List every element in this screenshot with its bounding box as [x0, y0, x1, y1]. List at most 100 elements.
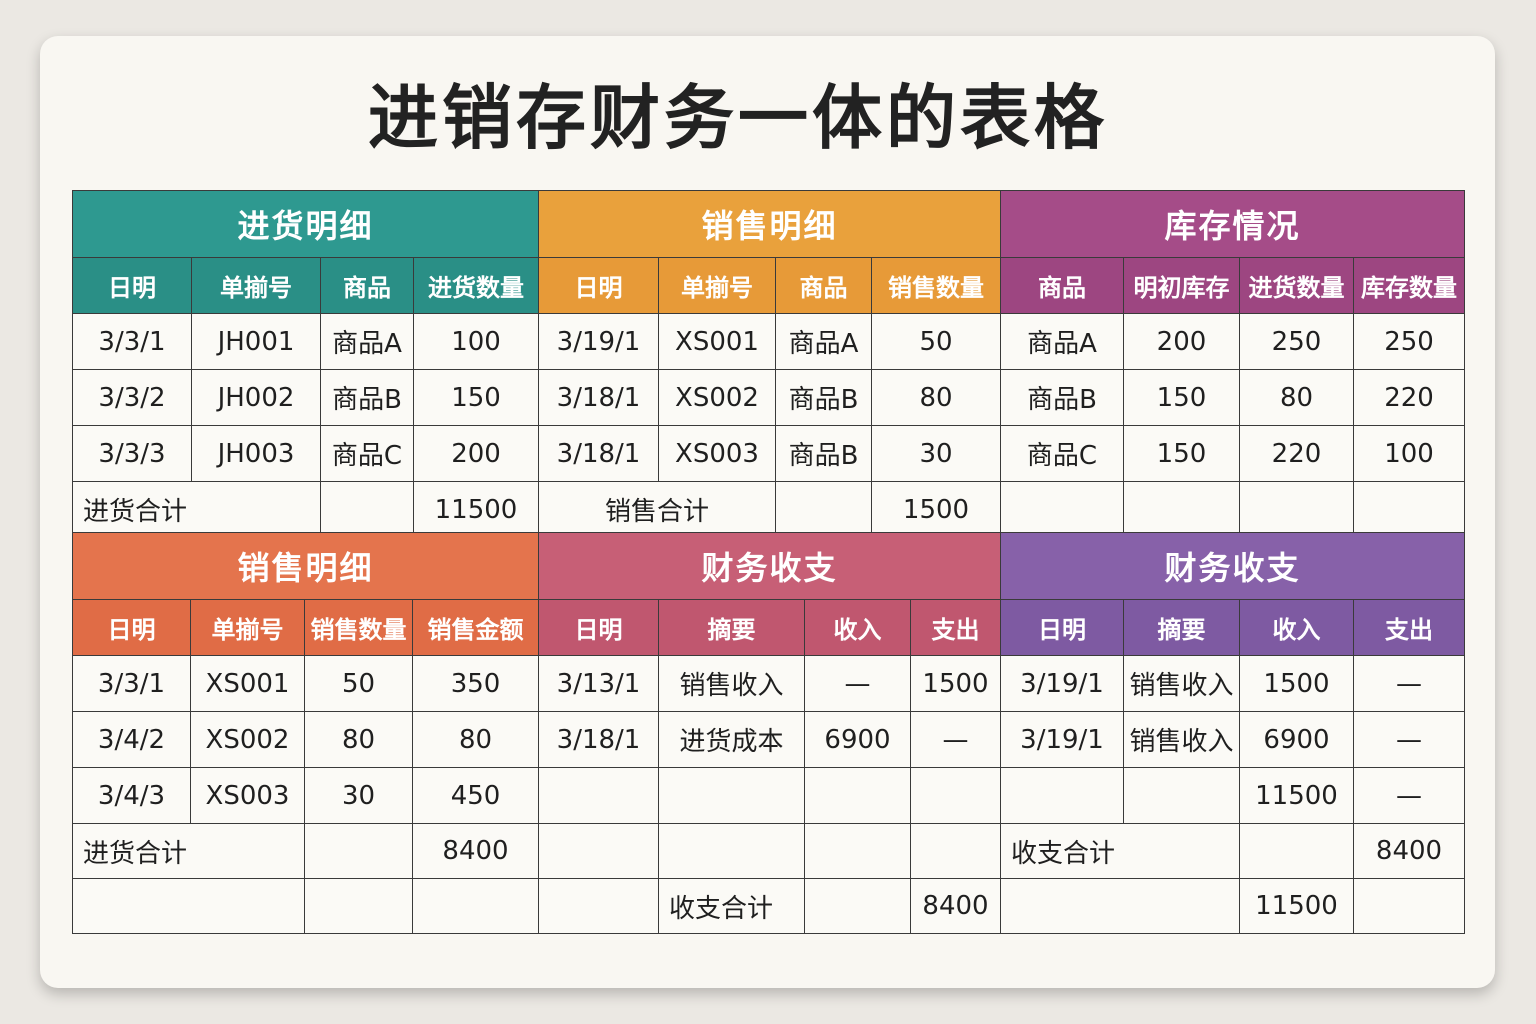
table-row: 3/3/1 XS001 50 350 [72, 655, 540, 712]
cell [1123, 481, 1240, 538]
cell: JH001 [191, 313, 321, 370]
cell: 1500 [909, 655, 1002, 712]
sales2-header-date: 日明 [72, 599, 191, 656]
cell: — [804, 655, 911, 712]
cell: 1500 [1239, 655, 1354, 712]
sales2-table: 销售明细 日明 单揃号 销售数量 销售金额 3/3/1 XS001 50 350… [71, 532, 540, 934]
finance1-header-date: 日明 [538, 599, 659, 656]
cell [538, 823, 659, 879]
cell [804, 823, 911, 879]
finance1-header-summary: 摘要 [658, 599, 805, 656]
table-row: 商品C 150 220 100 [1000, 425, 1466, 482]
cell: 220 [1352, 369, 1466, 426]
cell [909, 767, 1002, 824]
finance2-title: 财务收支 [999, 532, 1466, 600]
cell: 3/18/1 [538, 425, 659, 482]
cell: 450 [411, 767, 540, 824]
finance2-table: 财务收支 日明 摘要 收入 支出 3/19/1 销售收入 1500 — 3/19… [999, 532, 1466, 934]
cell: 150 [1123, 369, 1240, 426]
cell: 80 [411, 711, 540, 768]
cell: 3/3/1 [72, 655, 191, 712]
table-row: 11500 [1000, 878, 1466, 934]
cell: 商品C [320, 425, 414, 482]
cell: 150 [412, 369, 540, 426]
table-row: 3/3/2 JH002 商品B 150 [72, 369, 540, 426]
cell: 80 [1239, 369, 1354, 426]
purchase-total-label: 进货合计 [72, 481, 321, 538]
cell: — [909, 711, 1002, 768]
cell [1000, 767, 1124, 824]
cell [804, 878, 911, 934]
cell [1239, 823, 1354, 879]
cell: 3/4/2 [72, 711, 191, 768]
cell: 商品C [1000, 425, 1124, 482]
table-row: 3/4/2 XS002 80 80 [72, 711, 540, 768]
table-row: 3/19/1 XS001 商品A 50 [538, 313, 1002, 370]
cell: 3/3/2 [72, 369, 192, 426]
cell [658, 767, 805, 824]
finance2-header-expense: 支出 [1352, 599, 1466, 656]
purchase-header-doc: 单揃号 [191, 257, 321, 314]
purchase-header-product: 商品 [320, 257, 414, 314]
table-row: 3/18/1 进货成本 6900 — [538, 711, 1002, 768]
cell [538, 878, 659, 934]
cell: 6900 [804, 711, 911, 768]
finance1-table: 财务收支 日明 摘要 收入 支出 3/13/1 销售收入 — 1500 3/18… [537, 532, 1002, 934]
cell [775, 481, 872, 538]
cell: 3/4/3 [72, 767, 191, 824]
inventory-header-stock: 库存数量 [1352, 257, 1466, 314]
cell: 80 [304, 711, 413, 768]
inventory-header-opening: 明初库存 [1123, 257, 1240, 314]
cell [1352, 878, 1466, 934]
sales-title: 销售明细 [537, 190, 1002, 258]
sales2-header-doc: 单揃号 [190, 599, 305, 656]
cell [538, 767, 659, 824]
finance2-total-value: 8400 [1352, 823, 1466, 879]
cell [304, 878, 413, 934]
cell: 150 [1123, 425, 1240, 482]
table-row: 3/18/1 XS002 商品B 80 [538, 369, 1002, 426]
cell [304, 823, 413, 879]
finance2-header-date: 日明 [1000, 599, 1124, 656]
cell: 6900 [1239, 711, 1354, 768]
cell: 350 [411, 655, 540, 712]
purchase-table: 进货明细 日明 单揃号 商品 进货数量 3/3/1 JH001 商品A 100 … [71, 190, 540, 538]
cell: 100 [1352, 425, 1466, 482]
cell [909, 823, 1002, 879]
cell: XS001 [658, 313, 776, 370]
cell: 100 [412, 313, 540, 370]
table-row: 3/19/1 销售收入 1500 — [1000, 655, 1466, 712]
sales-total-label: 销售合计 [538, 481, 776, 538]
sales-header-date: 日明 [538, 257, 659, 314]
cell: 3/3/3 [72, 425, 192, 482]
sales-header-qty: 销售数量 [870, 257, 1002, 314]
finance2-total-label: 收支合计 [1000, 823, 1240, 879]
cell: 销售收入 [1123, 655, 1240, 712]
cell [320, 481, 414, 538]
purchase-title: 进货明细 [71, 190, 540, 258]
sales2-title: 销售明细 [71, 532, 540, 600]
cell [411, 878, 540, 934]
finance2-header-summary: 摘要 [1123, 599, 1240, 656]
cell: XS002 [658, 369, 776, 426]
table-row: 3/19/1 销售收入 6900 — [1000, 711, 1466, 768]
cell: 50 [304, 655, 413, 712]
finance1-header-income: 收入 [804, 599, 911, 656]
table-row [538, 823, 1002, 879]
cell: XS001 [190, 655, 305, 712]
cell: 销售收入 [658, 655, 805, 712]
total-row: 进货合计 8400 [72, 823, 540, 879]
finance2-extra-value: 11500 [1239, 878, 1354, 934]
cell: 商品A [1000, 313, 1124, 370]
cell [1000, 878, 1240, 934]
cell [1000, 481, 1124, 538]
cell: 250 [1352, 313, 1466, 370]
cell: — [1352, 655, 1466, 712]
cell: — [1352, 711, 1466, 768]
inventory-table: 库存情况 商品 明初库存 进货数量 库存数量 商品A 200 250 250 商… [999, 190, 1466, 538]
table-row: 商品A 200 250 250 [1000, 313, 1466, 370]
page-title: 进销存财务一体的表格 [368, 77, 1108, 159]
finance1-total-label: 收支合计 [658, 878, 805, 934]
cell: XS002 [190, 711, 305, 768]
cell: 商品B [775, 369, 872, 426]
